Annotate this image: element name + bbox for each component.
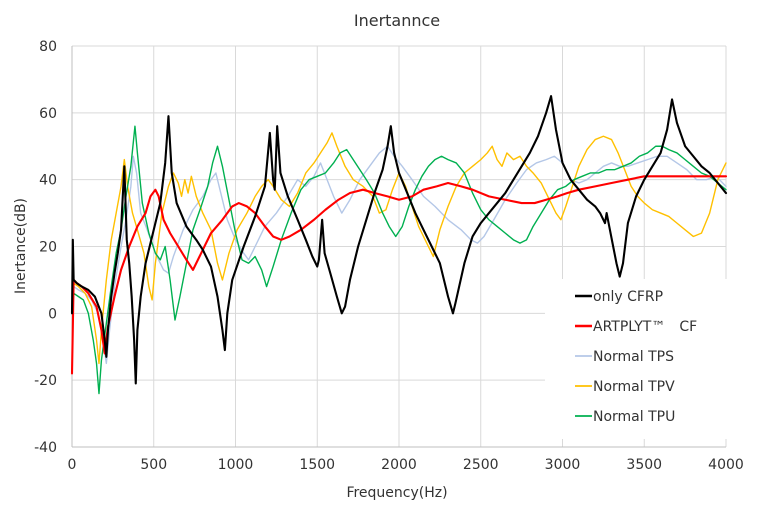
x-tick-label: 1500 <box>299 457 335 473</box>
x-tick-label: 500 <box>140 457 167 473</box>
legend-item-1: ARTPLYT™ CF <box>575 319 697 335</box>
y-tick-label: 20 <box>39 240 57 256</box>
legend-label: Normal TPS <box>593 349 674 365</box>
legend-label: Normal TPU <box>593 409 675 425</box>
x-tick-label: 0 <box>68 457 77 473</box>
x-tick-label: 1000 <box>218 457 254 473</box>
chart-title: Inertannce <box>354 11 440 30</box>
y-tick-label: -20 <box>34 373 57 389</box>
series-line-0 <box>70 95 728 385</box>
series-line-2 <box>71 145 727 365</box>
legend-item-4: Normal TPU <box>575 409 675 425</box>
x-tick-label: 2500 <box>463 457 499 473</box>
x-tick-label: 3500 <box>626 457 662 473</box>
x-tick-label: 4000 <box>708 457 744 473</box>
legend-background <box>545 279 730 439</box>
x-tick-label: 3000 <box>545 457 581 473</box>
series-layer <box>70 95 728 395</box>
series-line-3 <box>71 132 727 365</box>
y-tick-label: 0 <box>48 306 57 322</box>
axis-layer: -40 -20 0 20 40 60 80 0 500 1000 1500 2000 2500 3000 3… <box>34 39 744 473</box>
y-tick-label: -40 <box>34 440 57 456</box>
y-tick-label: 80 <box>39 39 57 55</box>
y-tick-label: 60 <box>39 106 57 122</box>
y-tick-label: 40 <box>39 173 57 189</box>
legend-item-2: Normal TPS <box>575 349 674 365</box>
x-tick-label: 2000 <box>381 457 417 473</box>
x-axis-label: Frequency(Hz) <box>346 485 447 501</box>
legend-label: Normal TPV <box>593 379 675 395</box>
series-line-4 <box>71 125 727 395</box>
legend-label: only CFRP <box>593 289 663 305</box>
series-line-1 <box>70 175 728 375</box>
legend-label: ARTPLYT™ CF <box>593 319 697 335</box>
legend: only CFRP ARTPLYT™ CF Normal TPS Normal TPV… <box>545 279 730 439</box>
y-axis-label: Inertance(dB) <box>13 198 29 294</box>
legend-item-0: only CFRP <box>575 289 663 305</box>
legend-item-3: Normal TPV <box>575 379 675 395</box>
